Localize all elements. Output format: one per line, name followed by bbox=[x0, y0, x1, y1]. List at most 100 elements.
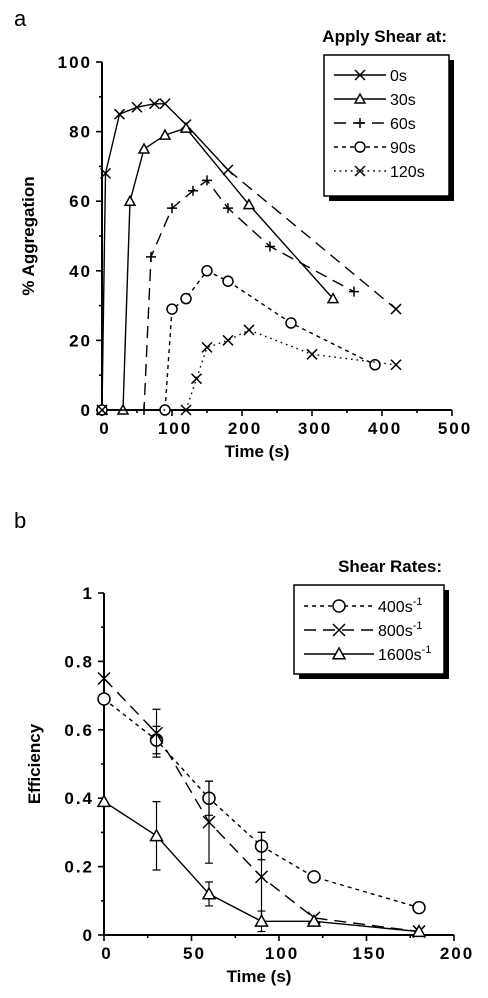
b-legend-item-400s-label: 400s-1 bbox=[378, 596, 422, 616]
b-legend-item-400s-label-sup: -1 bbox=[413, 596, 423, 608]
b-xtick-label-0: 0 bbox=[101, 944, 112, 963]
a-series-0s-point-2 bbox=[113, 108, 126, 120]
a-series-60s-line bbox=[102, 179, 355, 411]
a-series-90s-point-5 bbox=[222, 275, 234, 287]
b-series-800s-line bbox=[103, 678, 420, 933]
a-series-extra-segment-0-point-1 bbox=[390, 303, 402, 315]
a-ytick-label-2: 40 bbox=[69, 262, 92, 281]
panel-b: b 0 0.2 0.4 0.6 0.8 1 0 50 100 150 200 Time (s) Effi… bbox=[14, 508, 474, 986]
b-legend-item-800s-marker bbox=[332, 623, 346, 637]
a-xtick-label-0: 0 bbox=[99, 419, 110, 438]
a-legend-item-90s-marker bbox=[354, 141, 366, 153]
a-series-0s-point-4 bbox=[148, 98, 161, 110]
b-xtick-label-2: 100 bbox=[265, 944, 299, 963]
a-series-60s-point-4 bbox=[188, 185, 198, 196]
a-series-120s-point-7 bbox=[390, 359, 402, 371]
a-legend-item-30s-label: 30s bbox=[390, 92, 416, 109]
a-series-30s-point-6 bbox=[242, 198, 256, 210]
b-ytick-label-1: 0.2 bbox=[64, 858, 94, 877]
b-ytick-label-4: 0.8 bbox=[64, 652, 94, 671]
a-series-90s-point-7 bbox=[369, 359, 381, 371]
a-legend-title: Apply Shear at: bbox=[322, 27, 447, 46]
b-series-1600s-point-3 bbox=[254, 913, 269, 927]
a-series-90s-point-4 bbox=[201, 265, 213, 277]
b-series-400s-point-5 bbox=[412, 900, 426, 915]
a-legend-item-120s-marker bbox=[354, 165, 366, 177]
b-ytick-label-0: 0 bbox=[83, 926, 94, 945]
b-series-400s-point-0 bbox=[97, 692, 111, 706]
b-series-1600s-point-4 bbox=[306, 913, 322, 927]
a-series-30s-point-7 bbox=[326, 292, 340, 304]
a-ytick-label-0: 0 bbox=[81, 401, 92, 420]
b-ytick-label-2: 0.4 bbox=[64, 789, 94, 808]
a-legend-item-90s-label: 90s bbox=[390, 140, 416, 157]
a-ytick-label-5: 100 bbox=[58, 53, 92, 72]
b-legend-item-1600s-label-sup: -1 bbox=[422, 644, 432, 656]
a-series-30s-point-5 bbox=[179, 121, 193, 133]
b-legend-item-800s-label-sup: -1 bbox=[413, 620, 423, 632]
a-series-120s-point-1 bbox=[180, 404, 192, 416]
b-legend-item-1600s-marker bbox=[331, 646, 347, 660]
b-series-800s-point-3 bbox=[254, 870, 269, 884]
a-series-60s-point-8 bbox=[349, 286, 359, 297]
panel-label-b: b bbox=[14, 508, 26, 533]
a-legend-item-60s-label: 60s bbox=[390, 116, 416, 133]
a-series-60s-point-5 bbox=[202, 175, 212, 186]
b-series-1600s-point-1 bbox=[149, 828, 164, 842]
a-legend-item-30s-marker bbox=[353, 92, 367, 104]
b-ytick-label-3: 0.6 bbox=[64, 721, 94, 740]
a-series-60s-point-3 bbox=[167, 203, 177, 214]
b-series-1600s-point-2 bbox=[201, 886, 217, 900]
b-series-400s-point-4 bbox=[307, 870, 321, 884]
a-series-120s-point-2 bbox=[190, 373, 203, 385]
a-xtick-label-2: 200 bbox=[228, 419, 262, 438]
b-xtick-label-4: 200 bbox=[440, 944, 474, 963]
a-ytick-label-1: 20 bbox=[69, 331, 92, 350]
series-group-a bbox=[95, 98, 402, 416]
a-series-30s-point-3 bbox=[137, 142, 151, 154]
b-series-1600s-point-5 bbox=[411, 924, 427, 938]
b-legend-item-800s-label: 800s-1 bbox=[378, 620, 422, 640]
a-series-60s-point-2 bbox=[146, 251, 156, 262]
b-xtick-label-1: 50 bbox=[183, 944, 206, 963]
b-series-800s-point-2 bbox=[202, 815, 216, 829]
a-series-120s-point-0 bbox=[96, 404, 108, 416]
b-legend-item-1600s-label: 1600s-1 bbox=[378, 644, 431, 664]
a-series-30s-point-4 bbox=[158, 128, 172, 140]
a-ylabel: % Aggregation bbox=[19, 176, 38, 295]
a-legend-box bbox=[323, 54, 450, 197]
b-series-800s-point-1 bbox=[149, 726, 164, 740]
series-group-b bbox=[96, 671, 427, 939]
a-legend-item-0s-label: 0s bbox=[390, 68, 407, 85]
a-xlabel: Time (s) bbox=[225, 442, 290, 461]
b-xtick-label-3: 150 bbox=[352, 944, 386, 963]
a-series-30s-line bbox=[102, 127, 334, 411]
a-series-extra-segment-0-line bbox=[227, 169, 397, 310]
a-series-0s-line bbox=[101, 103, 229, 411]
a-xtick-label-5: 500 bbox=[438, 419, 472, 438]
a-ytick-label-4: 80 bbox=[69, 123, 92, 142]
b-xlabel: Time (s) bbox=[227, 967, 292, 986]
a-xtick-label-3: 300 bbox=[298, 419, 332, 438]
a-xtick-label-1: 100 bbox=[158, 419, 192, 438]
a-series-120s-point-5 bbox=[243, 324, 255, 336]
b-series-1600s-line bbox=[103, 801, 420, 933]
a-ytick-label-3: 60 bbox=[69, 192, 92, 211]
a-series-60s-point-6 bbox=[223, 203, 233, 214]
b-ylabel: Efficiency bbox=[25, 723, 44, 804]
a-series-90s-point-2 bbox=[166, 303, 178, 315]
a-series-90s-point-3 bbox=[180, 292, 192, 305]
b-legend-title: Shear Rates: bbox=[338, 557, 442, 576]
a-series-0s-point-1 bbox=[99, 167, 112, 179]
axes-a: 0 20 40 60 80 100 0 100 200 300 400 500 Time (s) % Ag… bbox=[19, 53, 472, 461]
a-series-60s-point-7 bbox=[265, 241, 275, 252]
a-series-90s-point-6 bbox=[285, 317, 297, 329]
a-legend-item-60s-marker bbox=[355, 118, 365, 128]
b-legend-item-400s-marker bbox=[332, 599, 346, 613]
legend-a: Apply Shear at: 0s 30s 60s 90s 120s bbox=[322, 27, 454, 201]
panel-a: a 0 20 40 60 80 100 0 100 200 300 400 500 Time (s) % … bbox=[14, 6, 472, 461]
panel-label-a: a bbox=[14, 6, 27, 31]
b-series-800s-point-0 bbox=[97, 671, 111, 686]
b-series-1600s-point-0 bbox=[96, 794, 112, 808]
